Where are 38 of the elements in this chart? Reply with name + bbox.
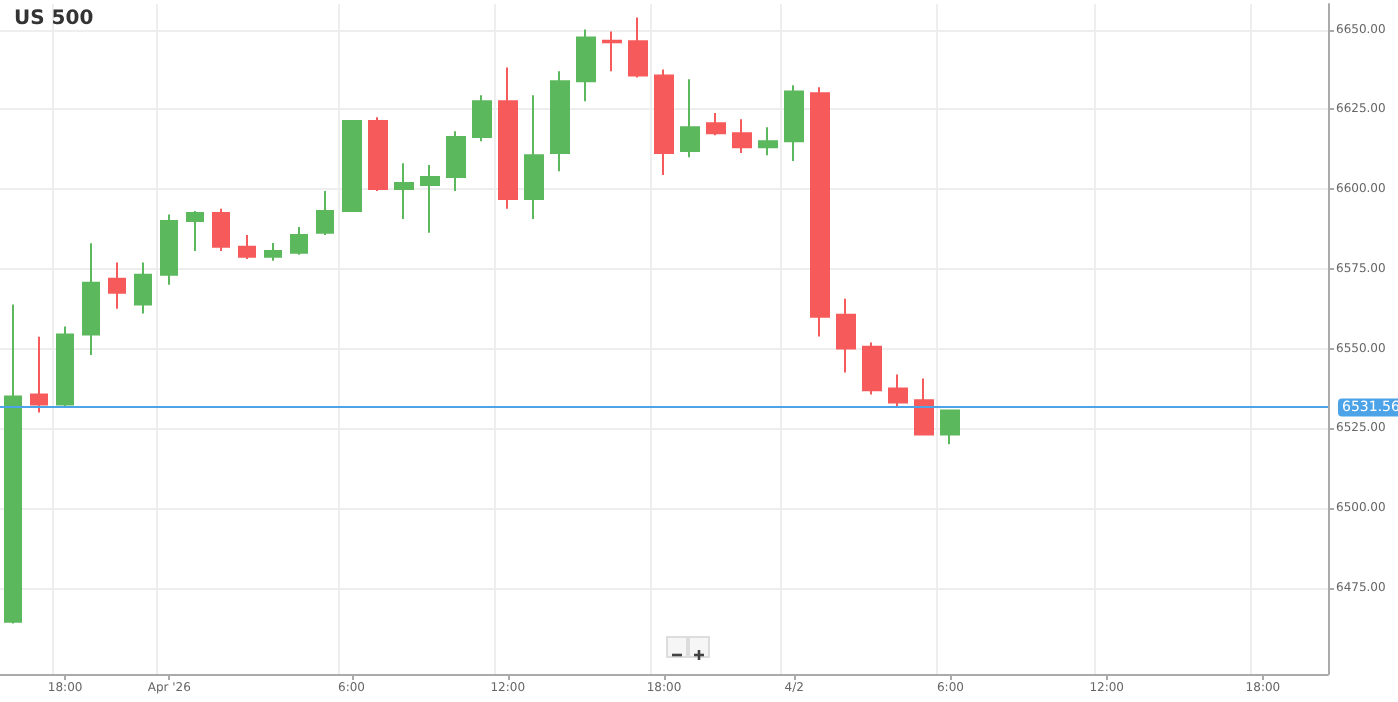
candlestick	[30, 335, 48, 414]
candlestick	[576, 28, 596, 103]
candlestick	[264, 241, 282, 262]
candlestick	[732, 118, 752, 154]
candlestick	[810, 86, 830, 338]
candlestick	[472, 94, 492, 143]
candlestick	[394, 162, 414, 221]
candlestick	[4, 303, 22, 625]
candlestick	[628, 16, 648, 79]
candlestick	[940, 409, 960, 446]
candlestick	[706, 112, 726, 137]
chart-title: US 500	[14, 8, 94, 30]
candlestick	[836, 297, 856, 374]
candlestick	[550, 70, 570, 173]
candlestick	[290, 226, 308, 256]
candlestick	[914, 377, 934, 436]
candlestick	[888, 373, 908, 408]
candlestick	[524, 94, 544, 221]
candlestick	[498, 66, 518, 210]
candlestick	[316, 189, 334, 236]
candlestick	[758, 126, 778, 157]
candlestick	[784, 84, 804, 162]
candlestick	[654, 68, 674, 177]
candlestick	[160, 213, 178, 286]
candlestick	[862, 341, 882, 396]
candlestick	[238, 233, 256, 260]
candlestick	[186, 210, 204, 252]
candlestick	[602, 30, 622, 73]
candlestick	[212, 207, 230, 252]
candlestick	[342, 120, 362, 213]
candlestick	[420, 164, 440, 234]
candlestick	[56, 325, 74, 407]
candlestick	[680, 78, 700, 159]
candlestick	[446, 130, 466, 192]
candlestick	[108, 261, 126, 310]
candlestick	[134, 261, 152, 315]
candlestick	[368, 116, 388, 192]
candlestick	[82, 242, 100, 356]
